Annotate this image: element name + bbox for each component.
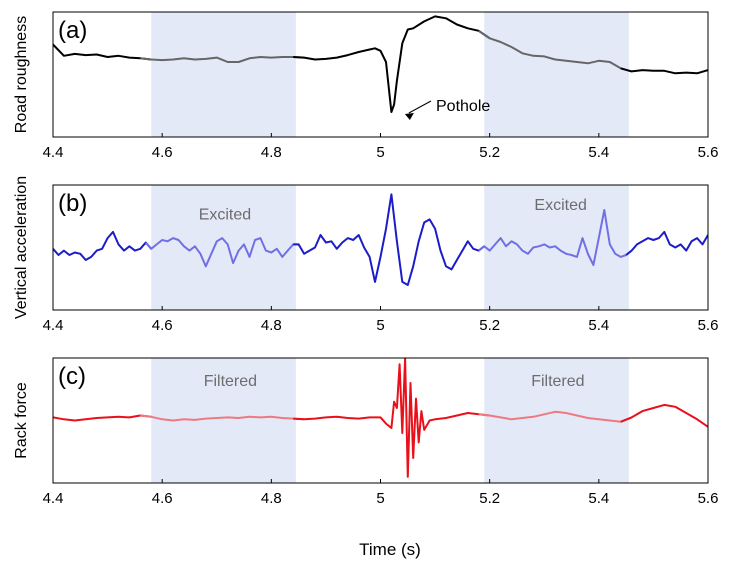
highlight-band-1	[151, 185, 296, 310]
x-tick-label: 4.8	[261, 144, 282, 161]
panel-label: (c)	[58, 363, 86, 390]
filtered-annotation: Filtered	[204, 373, 257, 390]
panel-label: (b)	[58, 190, 87, 217]
x-tick-label: 5.6	[698, 490, 719, 507]
x-tick-label: 5.2	[479, 317, 500, 334]
y-axis-label: Vertical acceleration	[13, 176, 30, 319]
x-tick-label: 5.4	[588, 490, 609, 507]
vertical-acceleration-panel: 4.4 4.6 4.8 5 5.2 5.4 5.6 Vertical acceleration…	[13, 176, 718, 334]
vertical-acceleration-line-segment	[293, 193, 485, 286]
x-tick-label: 4.6	[152, 317, 173, 334]
x-tick-label: 4.4	[43, 490, 64, 507]
x-tick-label: 5.4	[588, 317, 609, 334]
rack-force-line-segment	[140, 414, 305, 422]
x-tick-label: 4.6	[152, 490, 173, 507]
road-roughness-line-segment	[53, 43, 152, 61]
rack-force-line-segment	[53, 414, 152, 422]
x-tick-label: 5.4	[588, 144, 609, 161]
filtered-annotation: Filtered	[531, 373, 584, 390]
x-tick-label: 5	[376, 490, 384, 507]
arrow-head-icon	[404, 113, 414, 120]
x-tick-label: 4.4	[43, 317, 64, 334]
x-tick-label: 5.6	[698, 317, 719, 334]
x-tick-label: 4.6	[152, 144, 173, 161]
x-tick-label: 4.8	[261, 490, 282, 507]
rack-force-line-segment	[478, 410, 632, 423]
rack-force-line-segment	[293, 358, 490, 478]
x-tick-label: 4.8	[261, 317, 282, 334]
x-tick-label: 4.4	[43, 144, 64, 161]
road-roughness-line-segment	[478, 29, 632, 73]
pothole-arrow	[408, 100, 432, 114]
road-roughness-line-segment	[293, 15, 491, 113]
excited-annotation: Excited	[199, 206, 251, 223]
y-axis-label: Rack force	[13, 382, 30, 459]
road-roughness-line-segment	[140, 56, 305, 63]
highlight-band-2	[484, 12, 629, 137]
highlight-band-1	[151, 12, 296, 137]
x-axis-label: Time (s)	[359, 540, 421, 559]
vertical-acceleration-line-segment	[478, 209, 633, 266]
road-roughness-panel: 4.4 4.6 4.8 5 5.2 5.4 5.6 Road roughness (a) Poth…	[13, 11, 719, 161]
x-tick-label: 5	[376, 317, 384, 334]
y-axis-label: Road roughness	[13, 16, 30, 133]
excited-annotation: Excited	[534, 197, 586, 214]
rack-force-line-segment	[620, 403, 708, 428]
pothole-annotation: Pothole	[436, 98, 490, 115]
x-tick-label: 5	[376, 144, 384, 161]
vertical-acceleration-line-segment	[145, 237, 299, 268]
panels: 4.4 4.6 4.8 5 5.2 5.4 5.6 Road roughness (a) Poth…	[13, 11, 719, 507]
vertical-acceleration-line-segment	[625, 230, 708, 256]
x-tick-label: 5.6	[698, 144, 719, 161]
panel-label: (a)	[58, 17, 87, 44]
rack-force-panel: 4.4 4.6 4.8 5 5.2 5.4 5.6 Rack force (c) Filtered…	[13, 357, 719, 507]
x-tick-label: 5.2	[479, 144, 500, 161]
vertical-acceleration-line-segment	[53, 230, 152, 261]
road-roughness-line-segment	[620, 67, 708, 75]
x-tick-label: 5.2	[479, 490, 500, 507]
